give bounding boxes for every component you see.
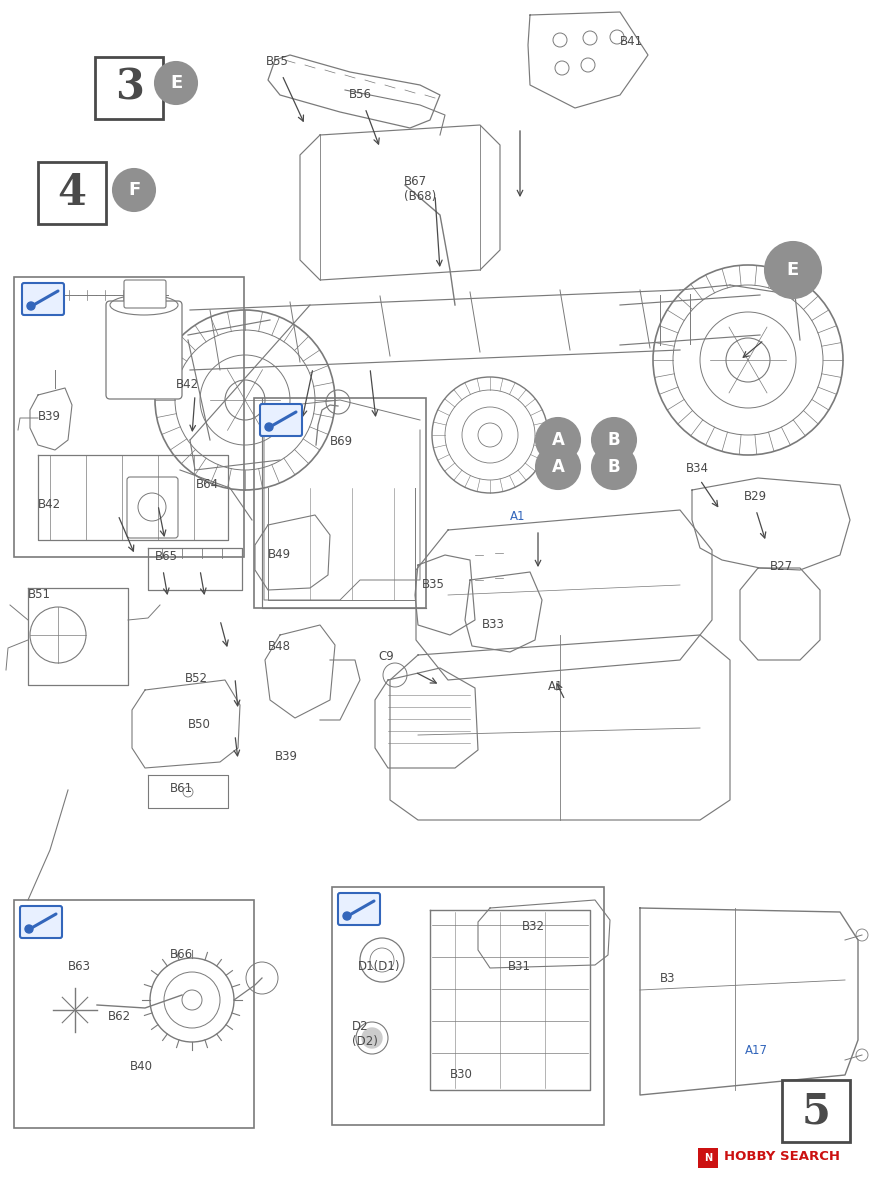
FancyBboxPatch shape xyxy=(332,887,604,1126)
Text: B40: B40 xyxy=(130,1060,153,1073)
Text: E: E xyxy=(170,74,182,92)
Text: B52: B52 xyxy=(185,672,208,685)
Text: A: A xyxy=(551,458,565,476)
FancyBboxPatch shape xyxy=(14,277,244,557)
Text: B63: B63 xyxy=(68,960,91,973)
Text: 4: 4 xyxy=(58,172,86,214)
Text: B31: B31 xyxy=(508,960,531,973)
Text: A17: A17 xyxy=(745,1044,768,1057)
Text: B35: B35 xyxy=(422,578,444,590)
Text: A1: A1 xyxy=(510,510,525,523)
Text: B34: B34 xyxy=(686,462,709,475)
Text: B27: B27 xyxy=(770,560,793,572)
Text: B3: B3 xyxy=(660,972,676,985)
Text: 5: 5 xyxy=(802,1090,830,1132)
Circle shape xyxy=(343,912,351,920)
Text: D1(D1): D1(D1) xyxy=(358,960,401,973)
Circle shape xyxy=(765,242,821,298)
Text: B66: B66 xyxy=(170,948,193,961)
Text: B69: B69 xyxy=(330,434,353,448)
FancyBboxPatch shape xyxy=(106,301,182,398)
Text: B64: B64 xyxy=(196,478,219,491)
Text: B42: B42 xyxy=(38,498,61,511)
Circle shape xyxy=(362,1028,382,1048)
FancyBboxPatch shape xyxy=(124,280,166,308)
FancyBboxPatch shape xyxy=(20,906,62,938)
Text: E: E xyxy=(787,260,799,278)
FancyBboxPatch shape xyxy=(782,1080,850,1142)
Text: B67
(B68): B67 (B68) xyxy=(404,175,436,203)
FancyBboxPatch shape xyxy=(260,404,302,436)
Circle shape xyxy=(113,169,155,211)
Text: B56: B56 xyxy=(349,88,372,101)
Text: B33: B33 xyxy=(482,618,505,631)
Text: A: A xyxy=(551,431,565,449)
Text: B55: B55 xyxy=(266,55,289,68)
Circle shape xyxy=(155,62,197,104)
Text: B41: B41 xyxy=(620,35,643,48)
Circle shape xyxy=(592,445,636,490)
FancyBboxPatch shape xyxy=(38,162,106,224)
Text: B39: B39 xyxy=(38,410,61,422)
FancyBboxPatch shape xyxy=(22,283,64,314)
Text: B49: B49 xyxy=(268,548,291,560)
Circle shape xyxy=(27,302,35,310)
Text: HOBBY SEARCH: HOBBY SEARCH xyxy=(724,1151,840,1164)
Circle shape xyxy=(536,445,580,490)
Circle shape xyxy=(265,422,273,431)
Text: A1: A1 xyxy=(548,680,564,692)
Text: B50: B50 xyxy=(188,718,211,731)
Text: B61: B61 xyxy=(170,782,193,794)
Text: B29: B29 xyxy=(744,490,767,503)
Text: D2
(D2): D2 (D2) xyxy=(352,1020,378,1048)
FancyBboxPatch shape xyxy=(338,893,380,925)
Text: B: B xyxy=(608,458,621,476)
Circle shape xyxy=(536,418,580,462)
Text: B39: B39 xyxy=(275,750,298,763)
Text: B65: B65 xyxy=(155,550,178,563)
Text: 3: 3 xyxy=(115,67,143,109)
Text: N: N xyxy=(704,1153,712,1163)
Text: B62: B62 xyxy=(108,1010,131,1022)
Text: B42: B42 xyxy=(176,378,199,391)
FancyBboxPatch shape xyxy=(95,56,163,119)
Circle shape xyxy=(25,925,33,934)
FancyBboxPatch shape xyxy=(254,398,426,608)
Text: B: B xyxy=(608,431,621,449)
Text: F: F xyxy=(128,181,140,199)
Circle shape xyxy=(592,418,636,462)
FancyBboxPatch shape xyxy=(127,476,178,538)
Text: B32: B32 xyxy=(522,920,545,934)
Text: B51: B51 xyxy=(28,588,51,601)
Text: C9: C9 xyxy=(378,650,394,662)
FancyBboxPatch shape xyxy=(14,900,254,1128)
FancyBboxPatch shape xyxy=(698,1148,718,1168)
Text: B48: B48 xyxy=(268,640,291,653)
Text: B30: B30 xyxy=(450,1068,473,1081)
